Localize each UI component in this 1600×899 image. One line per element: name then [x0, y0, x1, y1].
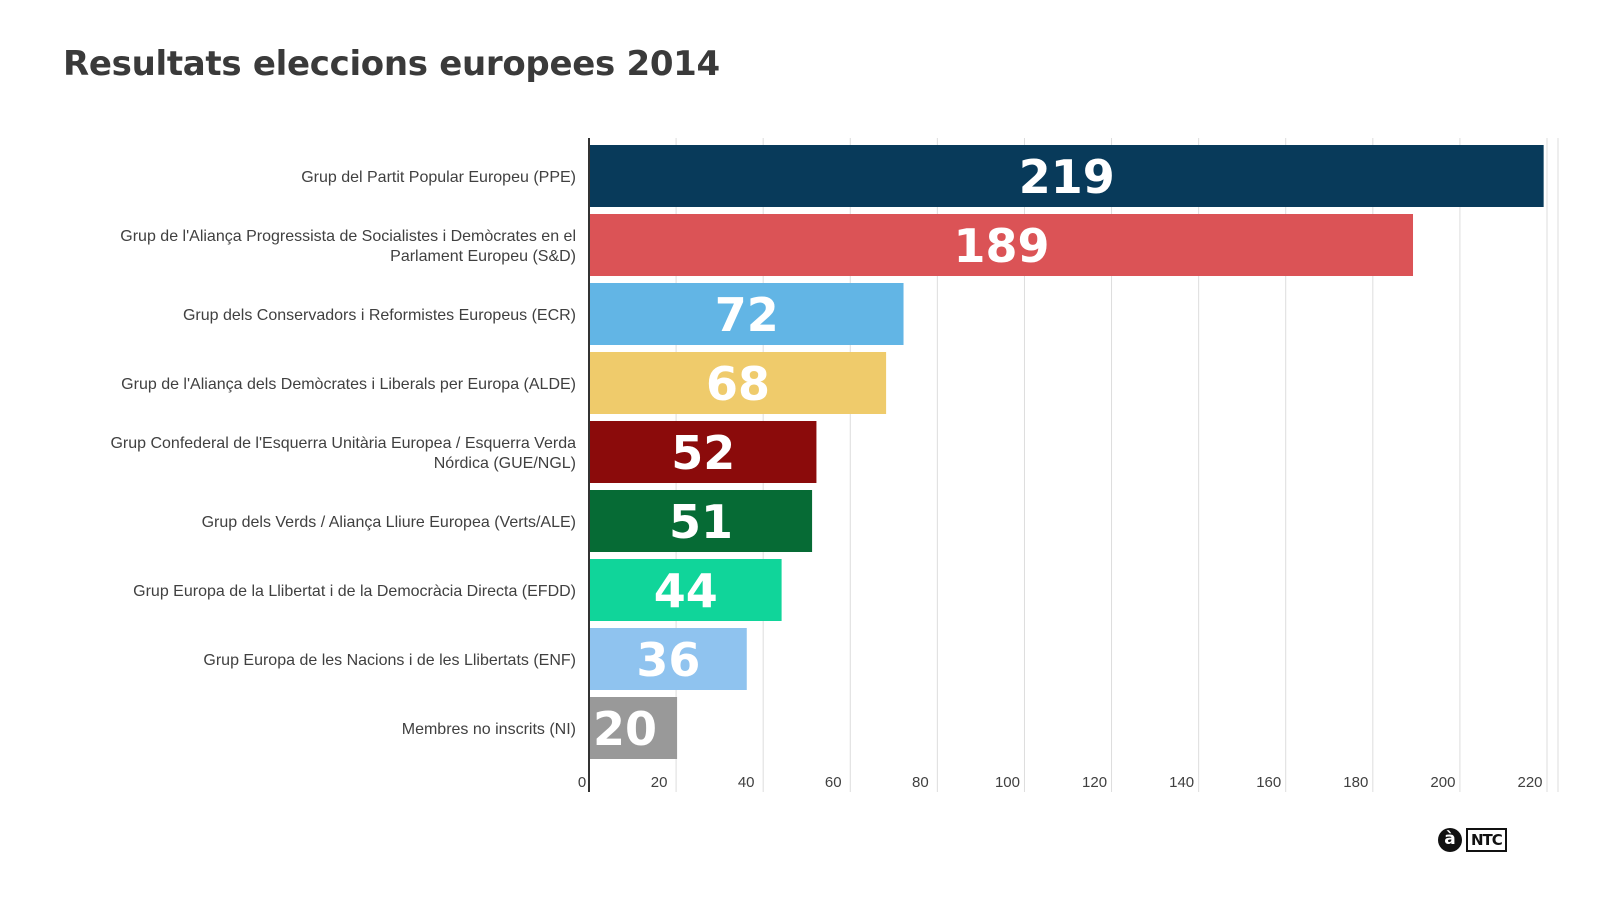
category-label: Grup Europa de la Llibertat i de la Demo…: [133, 583, 576, 600]
x-tick-label: 0: [578, 774, 586, 791]
x-tick-label: 160: [1256, 774, 1281, 791]
x-tick-label: 40: [738, 774, 755, 791]
logo-a-icon: à: [1438, 828, 1462, 852]
category-label: Grup dels Conservadors i Reformistes Eur…: [183, 307, 576, 324]
category-label: Membres no inscrits (NI): [402, 721, 576, 738]
bar: [590, 283, 904, 345]
category-label: Nórdica (GUE/NGL): [434, 455, 576, 472]
data-label: 68: [706, 357, 770, 411]
x-tick-label: 140: [1169, 774, 1194, 791]
publisher-logo: à NTC: [1438, 828, 1507, 852]
data-label: 20: [593, 702, 657, 756]
data-label: 72: [715, 288, 779, 342]
category-label: Grup Confederal de l'Esquerra Unitària E…: [110, 435, 576, 452]
bar: [590, 628, 747, 690]
data-label: 52: [671, 426, 735, 480]
x-tick-label: 120: [1082, 774, 1107, 791]
bar: [590, 145, 1544, 207]
x-tick-label: 220: [1517, 774, 1542, 791]
chart-title: Resultats eleccions europees 2014: [63, 44, 720, 84]
data-label: 189: [953, 219, 1049, 273]
data-label: 36: [636, 633, 700, 687]
x-tick-label: 20: [651, 774, 668, 791]
bar: [590, 214, 1414, 276]
data-label: 51: [669, 495, 733, 549]
x-tick-label: 60: [825, 774, 842, 791]
category-label: Grup de l'Aliança Progressista de Social…: [120, 228, 576, 245]
bar: [590, 490, 813, 552]
data-label: 44: [654, 564, 718, 618]
x-tick-label: 80: [912, 774, 929, 791]
category-labels: Grup del Partit Popular Europeu (PPE) Gru…: [110, 169, 576, 738]
bar: [590, 559, 782, 621]
bar: [590, 421, 817, 483]
x-tick-label: 100: [995, 774, 1020, 791]
category-label: Grup de l'Aliança dels Demòcrates i Libe…: [121, 376, 576, 393]
x-tick-label: 200: [1430, 774, 1455, 791]
bar: [590, 352, 887, 414]
bars: 219 189 72 68 52 51 44 36 20: [590, 145, 1544, 759]
x-tick-labels: 0 20 40 60 80 100 120 140 160 180 200 220: [578, 774, 1543, 791]
category-label: Parlament Europeu (S&D): [390, 248, 576, 265]
category-label: Grup del Partit Popular Europeu (PPE): [301, 169, 576, 186]
category-label: Grup Europa de les Nacions i de les Llib…: [203, 652, 576, 669]
bar: [590, 697, 678, 759]
data-label: 219: [1019, 150, 1115, 204]
category-label: Grup dels Verds / Aliança Lliure Europea…: [202, 514, 576, 531]
x-tick-label: 180: [1343, 774, 1368, 791]
logo-ntc-text: NTC: [1466, 828, 1507, 852]
